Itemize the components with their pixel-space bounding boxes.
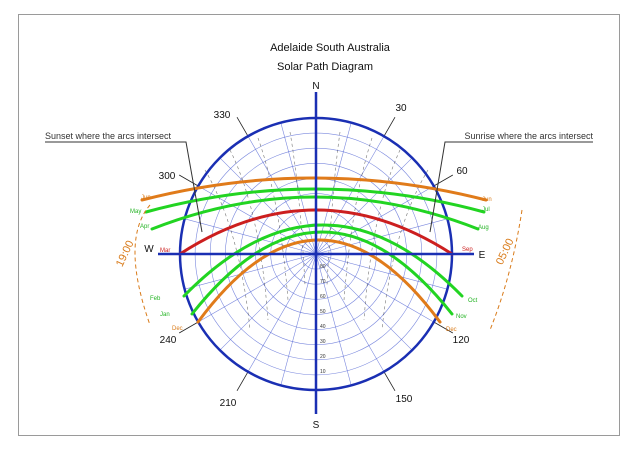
sunset-leader [45, 141, 203, 233]
azimuth-330: 330 [214, 110, 231, 121]
month-label: Apr [140, 224, 149, 230]
altitude-label: 60 [320, 294, 326, 300]
azimuth-120: 120 [453, 335, 470, 346]
azimuth-line [219, 253, 317, 351]
subtitle: Solar Path Diagram [277, 61, 373, 73]
azimuth-leader [236, 371, 249, 392]
sunrise-note: Sunrise where the arcs intersect [464, 131, 593, 141]
month-label: Oct [468, 298, 478, 304]
azimuth-line [315, 253, 352, 386]
azimuth-line [315, 157, 413, 255]
azimuth-line [315, 253, 385, 372]
month-label: Jan [160, 312, 170, 318]
azimuth-leader [383, 116, 396, 137]
month-label: May [130, 209, 141, 215]
month-label: Jun [482, 197, 492, 203]
sunset-note: Sunset where the arcs intersect [45, 131, 172, 141]
hour-line [343, 137, 373, 301]
azimuth-60: 60 [456, 166, 468, 177]
altitude-label: 80 [320, 264, 326, 270]
azimuth-line [219, 157, 317, 255]
hour-lines [204, 131, 429, 331]
azimuth-leader [178, 321, 199, 334]
azimuth-line [280, 253, 317, 386]
month-labels-right: Jun Jul Aug Sep Oct Nov Dec [446, 197, 492, 333]
altitude-label: 10 [320, 369, 326, 375]
february-october-path [182, 223, 464, 298]
hour-line [289, 131, 306, 286]
june-path [140, 176, 488, 202]
azimuth-line [247, 253, 317, 372]
hour-line [381, 169, 429, 331]
hour-line [204, 169, 251, 331]
azimuth-leader [433, 174, 454, 187]
azimuth-line [198, 253, 317, 323]
january-november-path [190, 230, 454, 316]
azimuth-line [315, 253, 434, 323]
azimuth-150: 150 [396, 394, 413, 405]
month-label: Dec [172, 326, 183, 332]
azimuth-line [184, 253, 317, 290]
altitude-label: 40 [320, 324, 326, 330]
compass-north: N [312, 81, 319, 92]
altitude-label: 20 [320, 354, 326, 360]
azimuth-210: 210 [220, 398, 237, 409]
altitude-label: 50 [320, 309, 326, 315]
compass-east: E [479, 250, 486, 261]
month-labels-left: Jun May Apr Mar Feb Jan Dec [130, 195, 183, 332]
azimuth-leader [236, 116, 249, 137]
altitude-label: 70 [320, 279, 326, 285]
azimuth-leader [178, 174, 199, 187]
azimuth-lines [178, 116, 454, 392]
azimuth-line [315, 136, 385, 255]
azimuth-leader [433, 321, 454, 334]
azimuth-line [184, 218, 317, 255]
sunrise-leader [429, 141, 593, 233]
month-label: Jul [482, 207, 490, 213]
hour-line [326, 131, 341, 286]
compass-south: S [313, 420, 320, 431]
month-label: Jun [141, 195, 151, 201]
altitude-scale: 80 70 60 50 40 30 20 10 [320, 264, 326, 375]
altitude-label: 30 [320, 339, 326, 345]
azimuth-leader [383, 371, 396, 392]
title: Adelaide South Australia [270, 42, 391, 54]
december-path [196, 238, 442, 324]
azimuth-line [315, 253, 413, 351]
hour-line [257, 137, 289, 301]
month-label: Dec [446, 327, 457, 333]
month-label: Nov [456, 314, 467, 320]
month-label: Mar [160, 248, 170, 254]
sunrise-time-arc [489, 209, 523, 331]
azimuth-240: 240 [160, 335, 177, 346]
month-label: Aug [478, 225, 489, 231]
sunset-time-arc [134, 204, 151, 326]
compass-west: W [144, 244, 154, 255]
azimuth-30: 30 [395, 103, 407, 114]
month-label: Feb [150, 296, 161, 302]
azimuth-300: 300 [159, 171, 176, 182]
month-label: Sep [462, 247, 473, 253]
